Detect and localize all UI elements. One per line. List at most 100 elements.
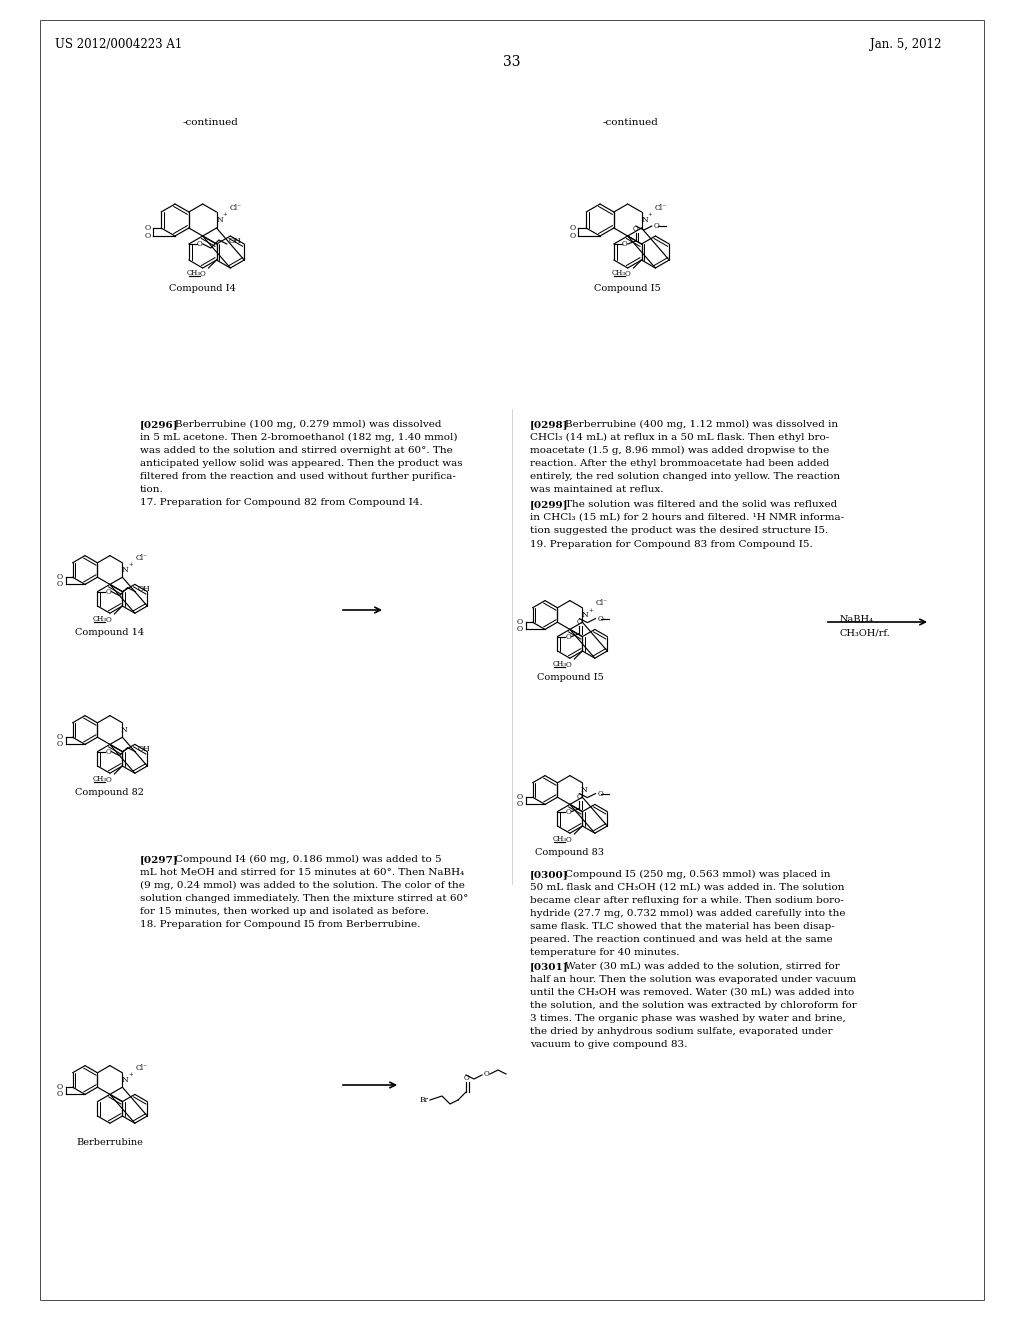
Text: Cl⁻: Cl⁻	[595, 599, 607, 607]
Text: N: N	[121, 726, 128, 734]
Text: CHCl₃ (14 mL) at reflux in a 50 mL flask. Then ethyl bro-: CHCl₃ (14 mL) at reflux in a 50 mL flask…	[530, 433, 829, 442]
Text: Berberrubine (400 mg, 1.12 mmol) was dissolved in: Berberrubine (400 mg, 1.12 mmol) was dis…	[565, 420, 838, 429]
Text: CH₃: CH₃	[552, 836, 566, 843]
Text: Jan. 5, 2012: Jan. 5, 2012	[870, 38, 941, 51]
Text: Berberrubine: Berberrubine	[77, 1138, 143, 1147]
Text: [0296]: [0296]	[140, 420, 178, 429]
Text: O: O	[57, 741, 63, 748]
Text: the dried by anhydrous sodium sulfate, evaporated under: the dried by anhydrous sodium sulfate, e…	[530, 1027, 833, 1036]
Text: filtered from the reaction and used without further purifica-: filtered from the reaction and used with…	[140, 473, 456, 480]
Text: N: N	[122, 566, 129, 574]
Text: N: N	[641, 216, 648, 224]
Text: O: O	[144, 224, 151, 232]
Text: Cl⁻: Cl⁻	[135, 554, 147, 562]
Text: O: O	[144, 232, 151, 240]
Text: 17. Preparation for Compound 82 from Compound I4.: 17. Preparation for Compound 82 from Com…	[140, 498, 423, 507]
Text: Cl⁻: Cl⁻	[135, 1064, 147, 1072]
Text: OH: OH	[137, 744, 151, 752]
Text: Compound 14: Compound 14	[76, 627, 144, 636]
Text: O: O	[57, 573, 63, 581]
Text: O: O	[565, 836, 571, 843]
Text: was added to the solution and stirred overnight at 60°. The: was added to the solution and stirred ov…	[140, 446, 453, 455]
Text: in 5 mL acetone. Then 2-bromoethanol (182 mg, 1.40 mmol): in 5 mL acetone. Then 2-bromoethanol (18…	[140, 433, 458, 442]
Text: O: O	[577, 618, 583, 626]
Text: -continued: -continued	[182, 117, 238, 127]
Text: O: O	[565, 808, 571, 816]
Text: +: +	[128, 1072, 133, 1077]
Text: Water (30 mL) was added to the solution, stirred for: Water (30 mL) was added to the solution,…	[565, 962, 840, 972]
Text: Compound 83: Compound 83	[536, 847, 604, 857]
Text: The solution was filtered and the solid was refluxed: The solution was filtered and the solid …	[565, 500, 838, 510]
Text: entirely, the red solution changed into yellow. The reaction: entirely, the red solution changed into …	[530, 473, 840, 480]
Text: Compound 82: Compound 82	[76, 788, 144, 796]
Text: O: O	[633, 224, 639, 234]
Text: Compound I4 (60 mg, 0.186 mmol) was added to 5: Compound I4 (60 mg, 0.186 mmol) was adde…	[175, 855, 441, 865]
Text: O: O	[577, 792, 583, 801]
Text: became clear after refluxing for a while. Then sodium boro-: became clear after refluxing for a while…	[530, 896, 844, 906]
Text: O: O	[200, 271, 206, 279]
Text: [0297]: [0297]	[140, 855, 178, 865]
Text: Compound I4: Compound I4	[169, 284, 237, 293]
Text: O: O	[625, 271, 631, 279]
Text: +: +	[128, 562, 133, 568]
Text: +: +	[588, 607, 593, 612]
Text: O: O	[483, 1071, 488, 1078]
Text: until the CH₃OH was removed. Water (30 mL) was added into: until the CH₃OH was removed. Water (30 m…	[530, 987, 854, 997]
Text: vacuum to give compound 83.: vacuum to give compound 83.	[530, 1040, 687, 1049]
Text: anticipated yellow solid was appeared. Then the product was: anticipated yellow solid was appeared. T…	[140, 459, 463, 469]
Text: moacetate (1.5 g, 8.96 mmol) was added dropwise to the: moacetate (1.5 g, 8.96 mmol) was added d…	[530, 446, 829, 455]
Text: O: O	[517, 793, 523, 801]
Text: O: O	[57, 1090, 63, 1098]
Text: O: O	[597, 789, 603, 797]
Text: was maintained at reflux.: was maintained at reflux.	[530, 484, 664, 494]
Text: O: O	[197, 240, 203, 248]
Text: [0298]: [0298]	[530, 420, 568, 429]
Text: O: O	[463, 1074, 469, 1082]
Text: O: O	[565, 632, 571, 640]
Text: N: N	[122, 1076, 129, 1084]
Text: reaction. After the ethyl brommoacetate had been added: reaction. After the ethyl brommoacetate …	[530, 459, 829, 469]
Text: [0300]: [0300]	[530, 870, 568, 879]
Text: 18. Preparation for Compound I5 from Berberrubine.: 18. Preparation for Compound I5 from Ber…	[140, 920, 421, 929]
Text: (9 mg, 0.24 mmol) was added to the solution. The color of the: (9 mg, 0.24 mmol) was added to the solut…	[140, 880, 465, 890]
Text: N: N	[581, 785, 588, 795]
Text: +: +	[647, 213, 652, 218]
Text: O: O	[517, 626, 523, 634]
Text: Cl⁻: Cl⁻	[654, 205, 667, 213]
Text: half an hour. Then the solution was evaporated under vacuum: half an hour. Then the solution was evap…	[530, 975, 856, 983]
Text: Cl⁻: Cl⁻	[229, 205, 242, 213]
Text: -continued: -continued	[602, 117, 658, 127]
Text: hydride (27.7 mg, 0.732 mmol) was added carefully into the: hydride (27.7 mg, 0.732 mmol) was added …	[530, 909, 846, 919]
Text: O: O	[105, 776, 112, 784]
Text: CH₃: CH₃	[92, 615, 106, 623]
Text: N: N	[216, 216, 223, 224]
Text: Berberrubine (100 mg, 0.279 mmol) was dissolved: Berberrubine (100 mg, 0.279 mmol) was di…	[175, 420, 441, 429]
Text: 33: 33	[503, 55, 521, 69]
Text: O: O	[622, 240, 628, 248]
Text: OH: OH	[228, 238, 242, 246]
Text: O: O	[57, 581, 63, 589]
Text: tion.: tion.	[140, 484, 164, 494]
Text: O: O	[105, 747, 112, 755]
Text: for 15 minutes, then worked up and isolated as before.: for 15 minutes, then worked up and isola…	[140, 907, 429, 916]
Text: O: O	[57, 733, 63, 742]
Text: CH₃: CH₃	[552, 660, 566, 668]
Text: CH₃: CH₃	[186, 269, 201, 277]
Text: solution changed immediately. Then the mixture stirred at 60°: solution changed immediately. Then the m…	[140, 894, 468, 903]
Text: O: O	[517, 800, 523, 808]
Text: [0299]: [0299]	[530, 500, 568, 510]
Text: Compound I5: Compound I5	[594, 284, 662, 293]
Text: Compound I5: Compound I5	[537, 673, 603, 681]
Text: O: O	[57, 1084, 63, 1092]
Text: O: O	[517, 618, 523, 626]
Text: 3 times. The organic phase was washed by water and brine,: 3 times. The organic phase was washed by…	[530, 1014, 846, 1023]
Text: O: O	[569, 224, 575, 232]
Text: CH₃: CH₃	[611, 269, 626, 277]
Text: same flask. TLC showed that the material has been disap-: same flask. TLC showed that the material…	[530, 921, 835, 931]
Text: O: O	[569, 232, 575, 240]
Text: Compound I5 (250 mg, 0.563 mmol) was placed in: Compound I5 (250 mg, 0.563 mmol) was pla…	[565, 870, 830, 879]
Text: CH₃: CH₃	[92, 775, 106, 783]
Text: [0301]: [0301]	[530, 962, 568, 972]
Text: N: N	[582, 611, 589, 619]
Text: US 2012/0004223 A1: US 2012/0004223 A1	[55, 38, 182, 51]
